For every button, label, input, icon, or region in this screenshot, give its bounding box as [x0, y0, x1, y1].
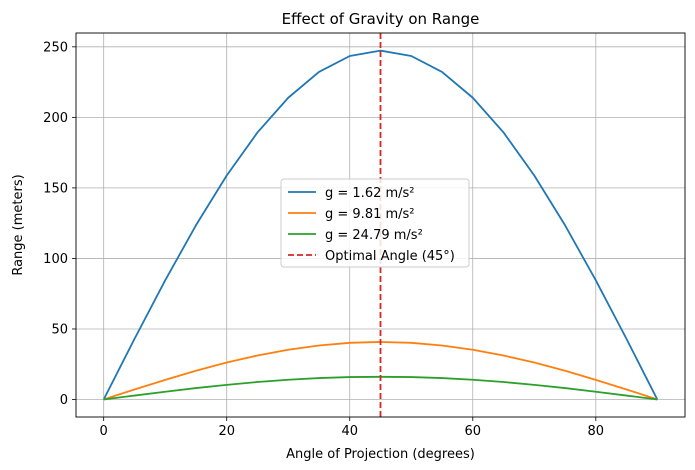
- x-tick-label: 40: [341, 424, 358, 439]
- legend-label-g-moon: g = 1.62 m/s²: [325, 186, 415, 201]
- plot-frame: [75, 32, 686, 418]
- chart-title: Effect of Gravity on Range: [282, 10, 480, 28]
- x-tick-label: 20: [218, 424, 235, 439]
- y-tick-label: 0: [60, 393, 68, 408]
- legend-label-g-jupiter: g = 24.79 m/s²: [325, 228, 423, 243]
- series-line-g-1-62: [102, 49, 659, 400]
- legend: g = 1.62 m/s² g = 9.81 m/s² g = 24.79 m/…: [280, 178, 470, 268]
- x-axis-label: Angle of Projection (degrees): [286, 447, 475, 462]
- legend-label-g-earth: g = 9.81 m/s²: [325, 207, 415, 222]
- axis-ticks: 0 20 40 60 80 0 50 100 150 200 250: [43, 40, 604, 439]
- y-tick-label: 200: [43, 111, 68, 126]
- x-tick-label: 60: [464, 424, 481, 439]
- x-tick-label: 80: [588, 424, 605, 439]
- y-tick-label: 250: [43, 40, 68, 55]
- y-tick-label: 100: [43, 252, 68, 267]
- y-tick-label: 150: [43, 181, 68, 196]
- x-tick-label: 0: [100, 424, 108, 439]
- legend-label-optimal-angle: Optimal Angle (45°): [325, 249, 455, 264]
- y-axis-label: Range (meters): [11, 174, 26, 275]
- legend-box: [280, 178, 470, 268]
- y-tick-label: 50: [51, 322, 68, 337]
- series-lines: [102, 33, 659, 417]
